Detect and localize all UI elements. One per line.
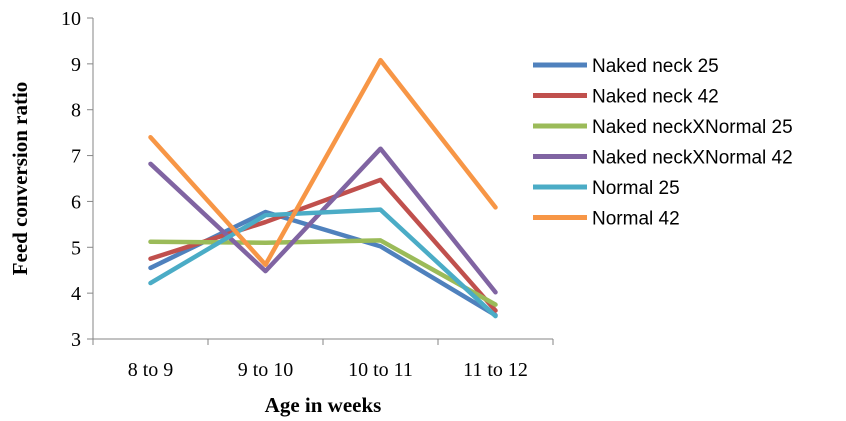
series-line-5 bbox=[148, 207, 498, 319]
x-axis-title: Age in weeks bbox=[265, 393, 382, 417]
y-tick-label: 3 bbox=[71, 329, 81, 351]
x-tick-label: 10 to 11 bbox=[348, 359, 413, 381]
legend-label: Naked neck 25 bbox=[592, 56, 719, 77]
y-tick-label: 5 bbox=[71, 237, 81, 259]
y-tick-label: 6 bbox=[71, 191, 81, 213]
y-tick-label: 4 bbox=[71, 283, 81, 305]
series-line-3 bbox=[148, 238, 498, 307]
series-lines bbox=[148, 57, 498, 319]
series-line-4 bbox=[148, 146, 498, 295]
x-axis-ticks: 8 to 9 9 to 10 10 to 11 11 to 12 bbox=[92, 339, 554, 381]
y-axis-title: Feed conversion ratio bbox=[8, 82, 32, 276]
plot-area: 3 4 5 6 7 8 9 10 8 to 9 9 to 10 10 to 11 11 to 12 bbox=[61, 8, 554, 381]
legend-label: Normal 25 bbox=[592, 178, 680, 199]
legend-label: Naked neck 42 bbox=[592, 87, 719, 108]
y-tick-label: 7 bbox=[71, 146, 81, 168]
series-line-6 bbox=[148, 57, 498, 267]
x-tick-label: 11 to 12 bbox=[463, 359, 528, 381]
y-tick-label: 10 bbox=[61, 8, 81, 30]
legend-label: Normal 42 bbox=[592, 209, 680, 230]
legend: Naked neck 25 Naked neck 42 Naked neckXNor… bbox=[533, 56, 793, 230]
y-axis-ticks: 3 4 5 6 7 8 9 10 bbox=[61, 8, 93, 351]
legend-label: Naked neckXNormal 25 bbox=[592, 117, 793, 138]
x-tick-label: 9 to 10 bbox=[238, 359, 294, 381]
y-tick-label: 9 bbox=[71, 54, 81, 76]
y-tick-label: 8 bbox=[71, 100, 81, 122]
x-tick-label: 8 to 9 bbox=[128, 359, 174, 381]
legend-label: Naked neckXNormal 42 bbox=[592, 148, 793, 169]
